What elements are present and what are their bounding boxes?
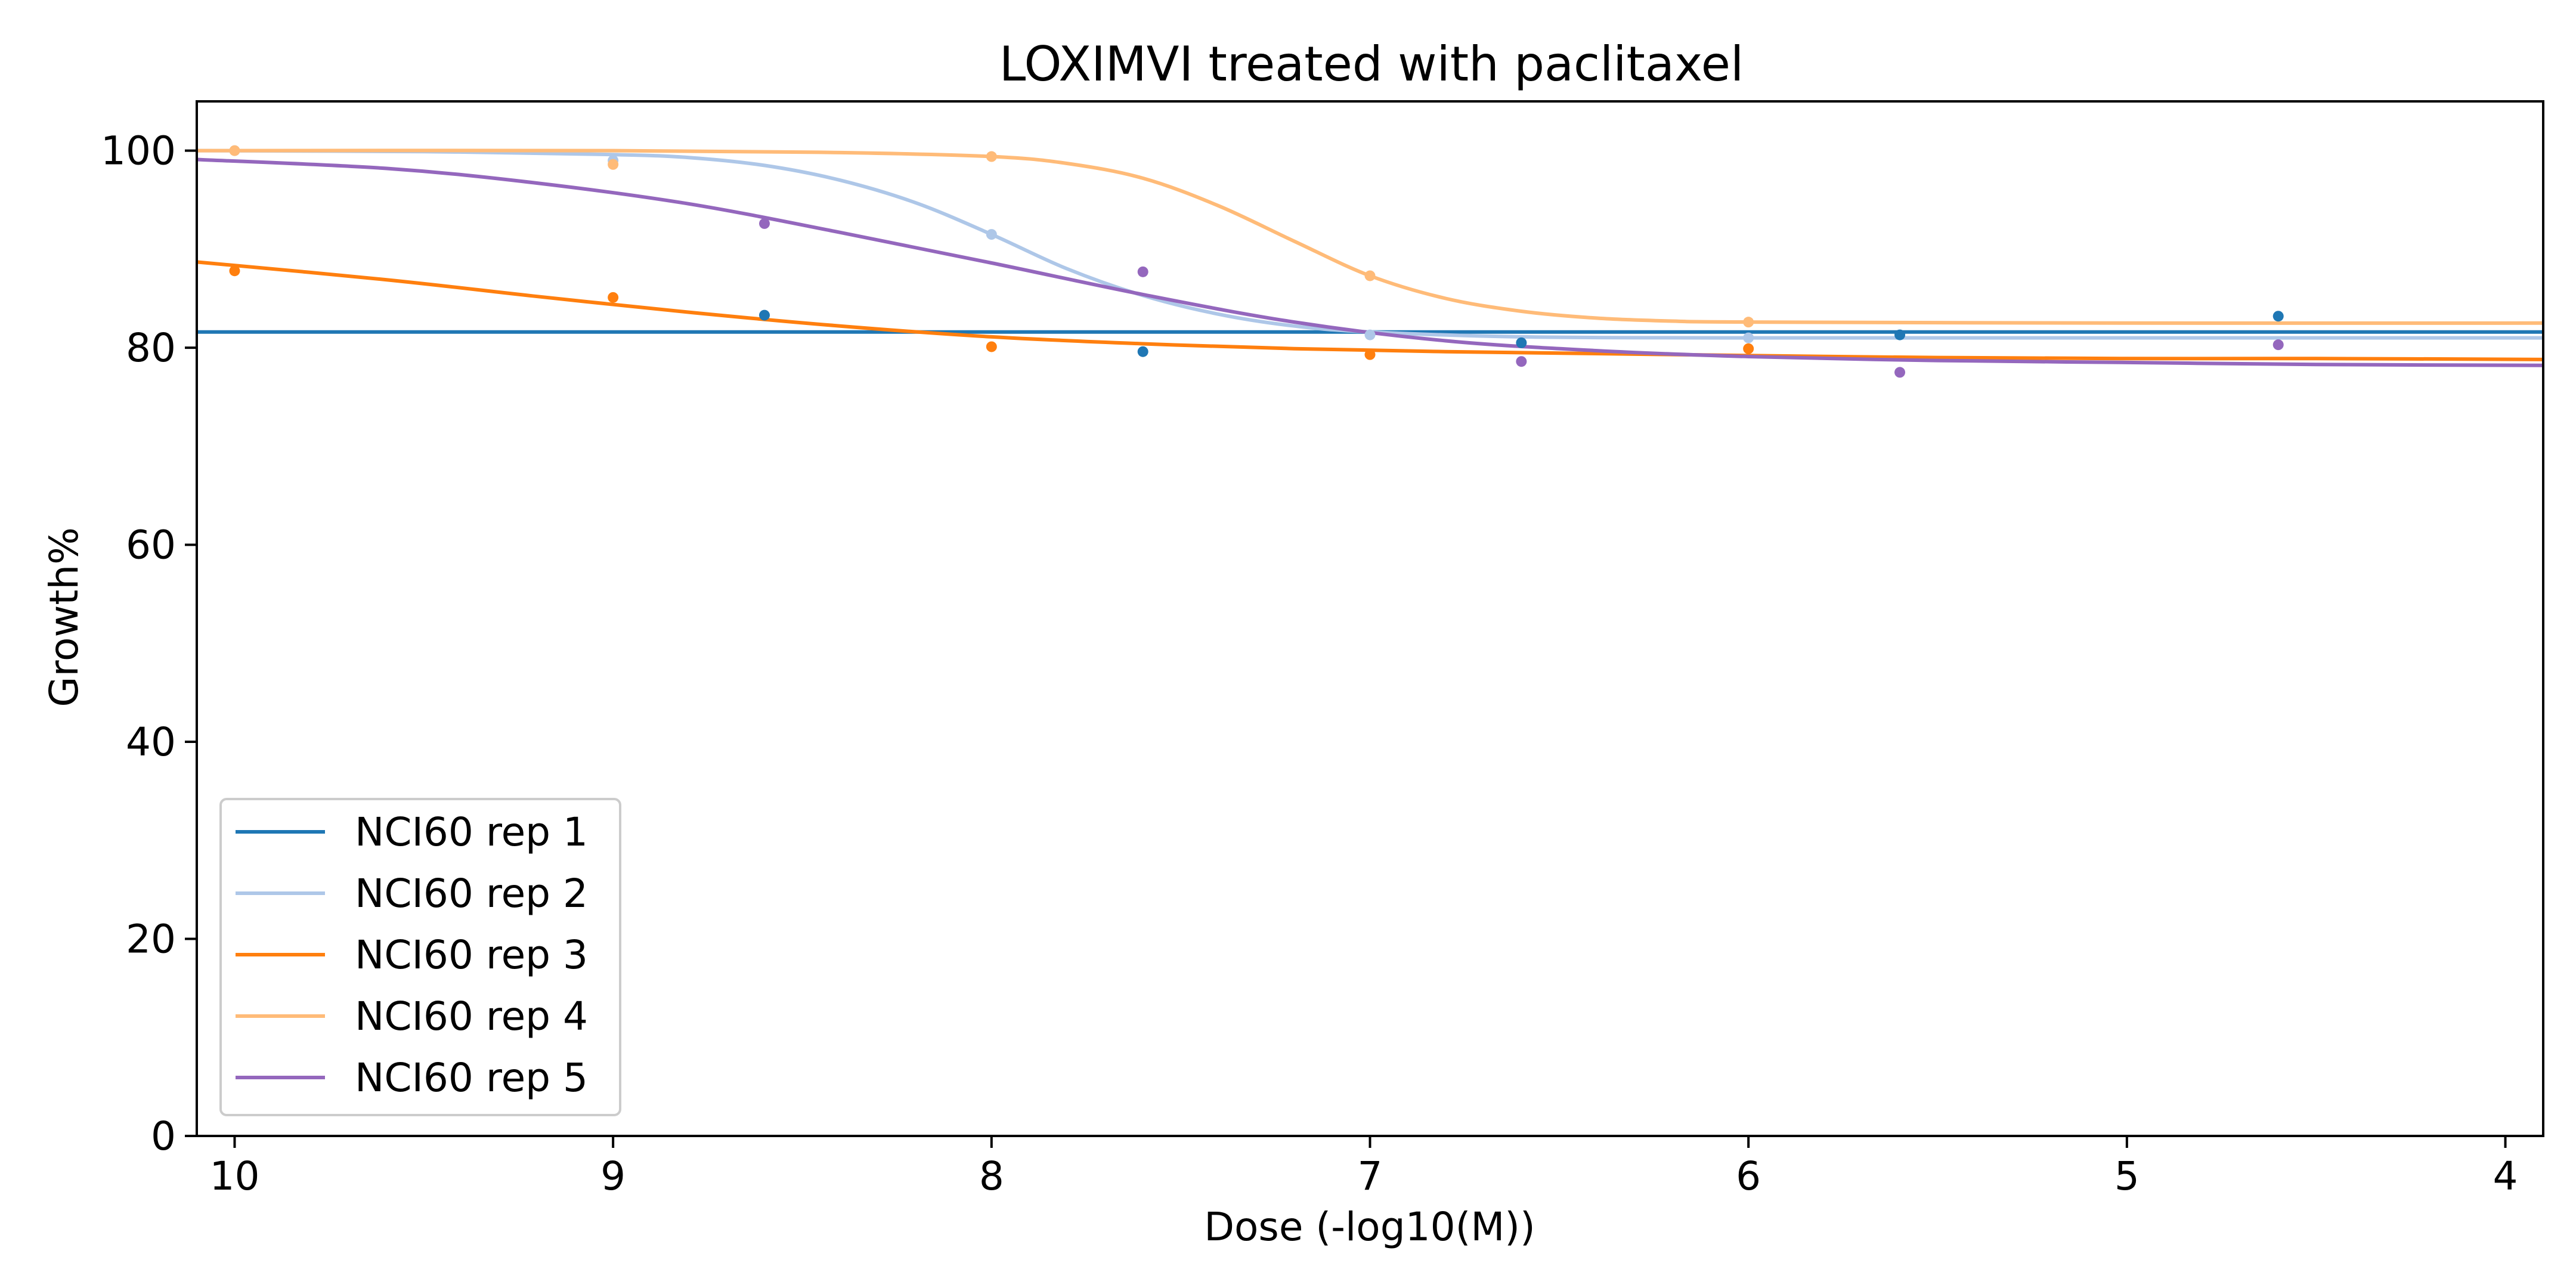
data-point-series-1 bbox=[2272, 311, 2284, 322]
legend-label: NCI60 rep 4 bbox=[355, 993, 588, 1039]
data-point-series-1 bbox=[759, 309, 770, 321]
y-tick-label: 0 bbox=[151, 1113, 176, 1159]
y-tick-label: 40 bbox=[126, 719, 176, 765]
legend: NCI60 rep 1 NCI60 rep 2 NCI60 rep 3 NCI60 r… bbox=[219, 798, 621, 1116]
x-tick-label: 7 bbox=[1358, 1153, 1383, 1199]
data-point-series-3 bbox=[1743, 343, 1754, 354]
y-axis-label: Growth% bbox=[41, 527, 87, 707]
y-axis-ticks: 0 20 40 60 80 100 bbox=[101, 128, 197, 1159]
x-tick-label: 6 bbox=[1736, 1153, 1761, 1199]
data-point-series-1 bbox=[1894, 329, 1906, 340]
data-point-series-5 bbox=[2272, 339, 2284, 351]
data-point-series-3 bbox=[608, 292, 619, 303]
y-tick-label: 60 bbox=[126, 522, 176, 568]
data-point-series-2 bbox=[1364, 329, 1376, 340]
legend-label: NCI60 rep 3 bbox=[355, 932, 588, 978]
legend-label: NCI60 rep 2 bbox=[355, 871, 588, 917]
data-point-series-3 bbox=[1364, 349, 1376, 360]
legend-label: NCI60 rep 5 bbox=[355, 1055, 588, 1101]
data-point-series-1 bbox=[1516, 337, 1527, 348]
data-point-series-3 bbox=[986, 341, 997, 352]
x-tick-label: 4 bbox=[2493, 1153, 2518, 1199]
data-point-series-4 bbox=[1743, 317, 1754, 328]
x-tick-label: 5 bbox=[2114, 1153, 2140, 1199]
x-tick-label: 10 bbox=[209, 1153, 259, 1199]
y-tick-label: 100 bbox=[101, 128, 176, 174]
data-point-series-2 bbox=[986, 229, 997, 240]
series-curve-4 bbox=[197, 148, 2543, 325]
y-tick-label: 20 bbox=[126, 917, 176, 962]
data-point-series-4 bbox=[986, 151, 997, 162]
series-points bbox=[229, 145, 2284, 378]
series-curve-3 bbox=[197, 260, 2543, 361]
data-point-series-5 bbox=[759, 218, 770, 229]
data-point-series-5 bbox=[1894, 367, 1906, 378]
x-tick-label: 8 bbox=[979, 1153, 1004, 1199]
data-point-series-4 bbox=[229, 145, 240, 156]
chart-title: LOXIMVI treated with paclitaxel bbox=[999, 36, 1744, 92]
x-axis-label: Dose (-log10(M)) bbox=[1204, 1204, 1535, 1250]
series-curves bbox=[197, 148, 2543, 367]
series-curve-5 bbox=[197, 157, 2543, 367]
data-point-series-4 bbox=[1364, 270, 1376, 281]
data-point-series-5 bbox=[1137, 266, 1148, 277]
x-tick-label: 9 bbox=[600, 1153, 626, 1199]
legend-box bbox=[219, 798, 621, 1116]
data-point-series-2 bbox=[1743, 332, 1754, 343]
data-point-series-1 bbox=[1137, 346, 1148, 357]
data-point-series-5 bbox=[1516, 356, 1527, 367]
data-point-series-4 bbox=[608, 159, 619, 170]
legend-label: NCI60 rep 1 bbox=[355, 809, 588, 855]
data-point-series-3 bbox=[229, 265, 240, 277]
x-axis-ticks: 10 9 8 7 6 5 4 bbox=[209, 1136, 2518, 1199]
y-tick-label: 80 bbox=[126, 325, 176, 371]
